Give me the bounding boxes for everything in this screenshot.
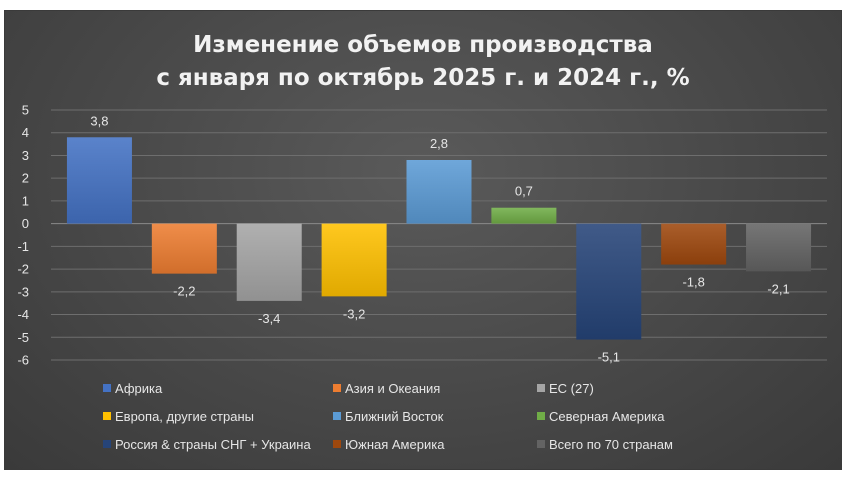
legend-swatch [537,412,545,420]
chart-title-line-2: с января по октябрь 2025 г. и 2024 г., % [156,65,689,91]
legend-swatch [537,384,545,392]
y-tick-label: -3 [17,284,29,299]
legend-swatch [103,384,111,392]
legend-swatch [103,440,111,448]
y-tick-label: -2 [17,262,29,277]
data-labels: 3,8 -2,2 -3,4 -3,2 2,8 0,7 -5,1 -1,8 -2,1 [90,113,789,364]
legend-label: Европа, другие страны [115,409,254,424]
data-label: -2,2 [173,284,195,299]
legend-label: Россия & страны СНГ + Украина [115,437,311,452]
y-tick-label: 5 [22,103,29,118]
y-tick-label: 3 [22,148,29,163]
y-tick-label: 0 [22,216,29,231]
data-label: 2,8 [430,136,448,151]
legend-swatch [333,384,341,392]
bar [236,223,302,301]
bar [746,223,812,272]
legend-label: Южная Америка [345,437,445,452]
chart-title-line-1: Изменение объемов производства [193,32,653,58]
y-tick-label: -6 [17,353,29,368]
data-label: -3,4 [258,311,280,326]
data-label: -2,1 [767,281,789,296]
bar [151,223,217,274]
legend-label: Ближний Восток [345,409,444,424]
y-tick-label: 4 [22,125,29,140]
bar [491,207,557,224]
bar [406,160,472,224]
legend-swatch [103,412,111,420]
legend-swatch [333,440,341,448]
data-label: -3,2 [343,306,365,321]
bar [321,223,387,297]
bar [661,223,727,265]
y-tick-label: 2 [22,171,29,186]
chart-area: Изменение объемов производства с января … [4,10,842,470]
data-label: 3,8 [90,113,108,128]
bar [576,223,642,340]
y-tick-label: -4 [17,307,29,322]
data-label: -1,8 [682,275,704,290]
data-label: -5,1 [598,350,620,365]
legend-label: Северная Америка [549,409,665,424]
legend-swatch [333,412,341,420]
legend-label: Азия и Океания [345,381,440,396]
legend: Африка Азия и Океания ЕС (27) Европа, други… [103,381,673,452]
y-tick-label: -1 [17,239,29,254]
legend-label: Африка [115,381,163,396]
bar [66,137,132,224]
y-axis-ticks: 5 4 3 2 1 0 -1 -2 -3 -4 -5 -6 [17,103,29,368]
data-label: 0,7 [515,184,533,199]
y-tick-label: -5 [17,330,29,345]
legend-swatch [537,440,545,448]
y-tick-label: 1 [22,193,29,208]
bar-chart: Изменение объемов производства с января … [17,32,827,452]
legend-label: ЕС (27) [549,381,594,396]
bars [66,137,812,340]
legend-label: Всего по 70 странам [549,437,673,452]
